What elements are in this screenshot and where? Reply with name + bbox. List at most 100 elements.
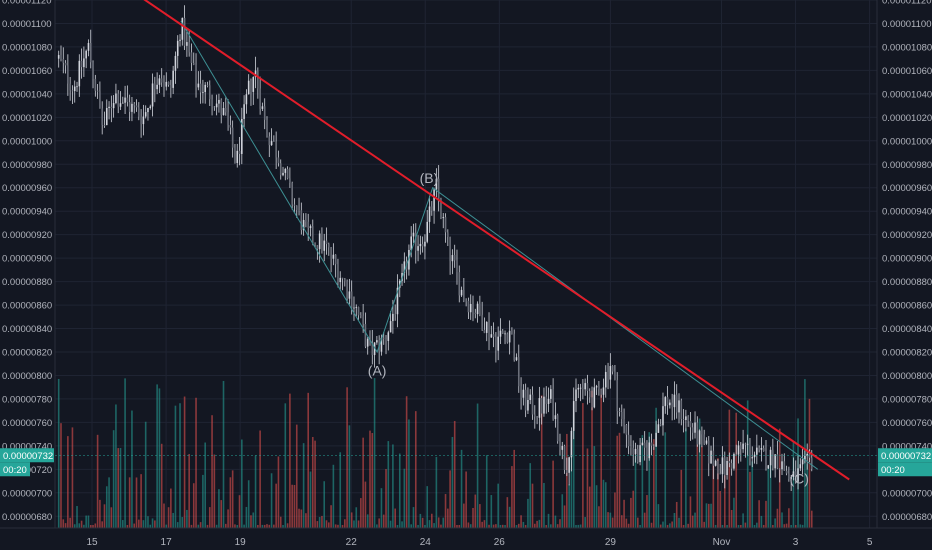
volume-bar: [689, 496, 692, 528]
volume-bar: [135, 477, 138, 528]
volume-bar: [229, 477, 232, 528]
volume-bar: [327, 522, 330, 528]
y-tick-label-left: 0.00000820: [2, 348, 52, 359]
volume-bar: [694, 512, 696, 528]
volume-bar: [224, 523, 227, 528]
candle-body: [314, 243, 316, 246]
volume-bar: [275, 483, 277, 528]
volume-bar: [277, 456, 280, 528]
candle-body: [515, 357, 518, 361]
candle-body: [364, 323, 367, 347]
resistance-trendline[interactable]: [136, 0, 850, 481]
candle-body: [224, 107, 227, 113]
y-tick-label-right: 0.00000760: [882, 418, 932, 429]
candle-body: [360, 315, 362, 317]
candle-body: [460, 289, 463, 296]
volume-bar: [414, 411, 417, 528]
volume-bar: [696, 429, 699, 528]
volume-bar: [330, 505, 332, 528]
candle-body: [252, 77, 255, 92]
y-tick-label-left: 0.00000800: [2, 371, 52, 382]
volume-bar: [685, 428, 687, 528]
candle-body: [733, 453, 735, 469]
trendline[interactable]: [136, 0, 850, 481]
volume-bar: [453, 420, 456, 528]
volume-bar: [680, 469, 683, 528]
candle-body: [105, 108, 108, 126]
candle-body: [570, 430, 573, 458]
volume-bar: [641, 435, 644, 528]
candle-body: [403, 261, 406, 273]
volume-bar: [465, 471, 467, 528]
candle-body: [419, 243, 422, 247]
volume-bar: [774, 518, 776, 528]
candle-body: [376, 340, 378, 343]
candle-body: [517, 357, 520, 387]
volume-bar: [600, 388, 602, 528]
candle-body: [302, 219, 305, 231]
candle-body: [463, 289, 465, 301]
volume-bar: [772, 524, 774, 528]
candle-body: [234, 147, 236, 163]
volume-bar: [595, 485, 598, 528]
candle-body: [327, 244, 330, 248]
volume-bar: [115, 404, 117, 528]
candle-body: [300, 210, 303, 231]
volume-bar: [630, 497, 632, 528]
volume-bar: [73, 524, 76, 528]
volume-bar: [421, 517, 424, 528]
volume-bar: [488, 524, 490, 528]
candle-body: [62, 58, 65, 63]
candle-body: [673, 394, 676, 408]
volume-bar: [325, 520, 328, 528]
volume-bar: [403, 468, 406, 528]
volume-bar: [620, 515, 623, 528]
volume-bar: [485, 455, 488, 528]
volume-bar: [632, 490, 635, 528]
volume-bar: [254, 455, 257, 528]
volume-bar: [735, 412, 738, 528]
volume-bar: [653, 439, 655, 528]
volume-bar: [167, 507, 170, 528]
candle-body: [158, 78, 161, 85]
volume-bar: [776, 508, 779, 528]
candle-body: [620, 412, 623, 420]
candle-body: [627, 434, 630, 447]
volume-bar: [655, 407, 657, 528]
volume-bar: [401, 521, 403, 528]
wave-label: (B): [420, 170, 439, 186]
candle-body: [437, 178, 440, 199]
volume-bar: [781, 512, 783, 528]
candle-body: [275, 141, 277, 158]
volume-bar: [293, 484, 296, 528]
volume-bar: [181, 517, 184, 528]
volume-bar: [586, 448, 589, 528]
volume-bar: [176, 522, 179, 528]
volume-bar: [360, 498, 362, 528]
candle-body: [435, 178, 438, 190]
volume-bar: [71, 427, 74, 528]
x-tick-label: 26: [494, 537, 506, 548]
candle-body: [362, 315, 364, 324]
candle-body: [266, 119, 268, 137]
candle-body: [749, 443, 751, 459]
volume-bar: [490, 495, 493, 528]
volume-bar: [69, 517, 71, 528]
candle-body: [559, 441, 561, 450]
volume-bar: [424, 524, 426, 528]
candle-body: [211, 99, 213, 107]
candle-body: [774, 454, 776, 469]
candle-body: [449, 237, 451, 262]
candle-body: [687, 416, 689, 422]
candle-body: [332, 254, 335, 259]
volume-bar: [492, 524, 495, 528]
candle-body: [593, 387, 596, 408]
volume-bar: [520, 515, 522, 528]
candle-body: [657, 424, 660, 433]
volume-bar: [163, 503, 165, 528]
candle-body: [151, 83, 154, 107]
volume-bar: [309, 471, 312, 528]
candle-body: [648, 442, 651, 459]
countdown-label-right: 00:20: [881, 465, 905, 476]
